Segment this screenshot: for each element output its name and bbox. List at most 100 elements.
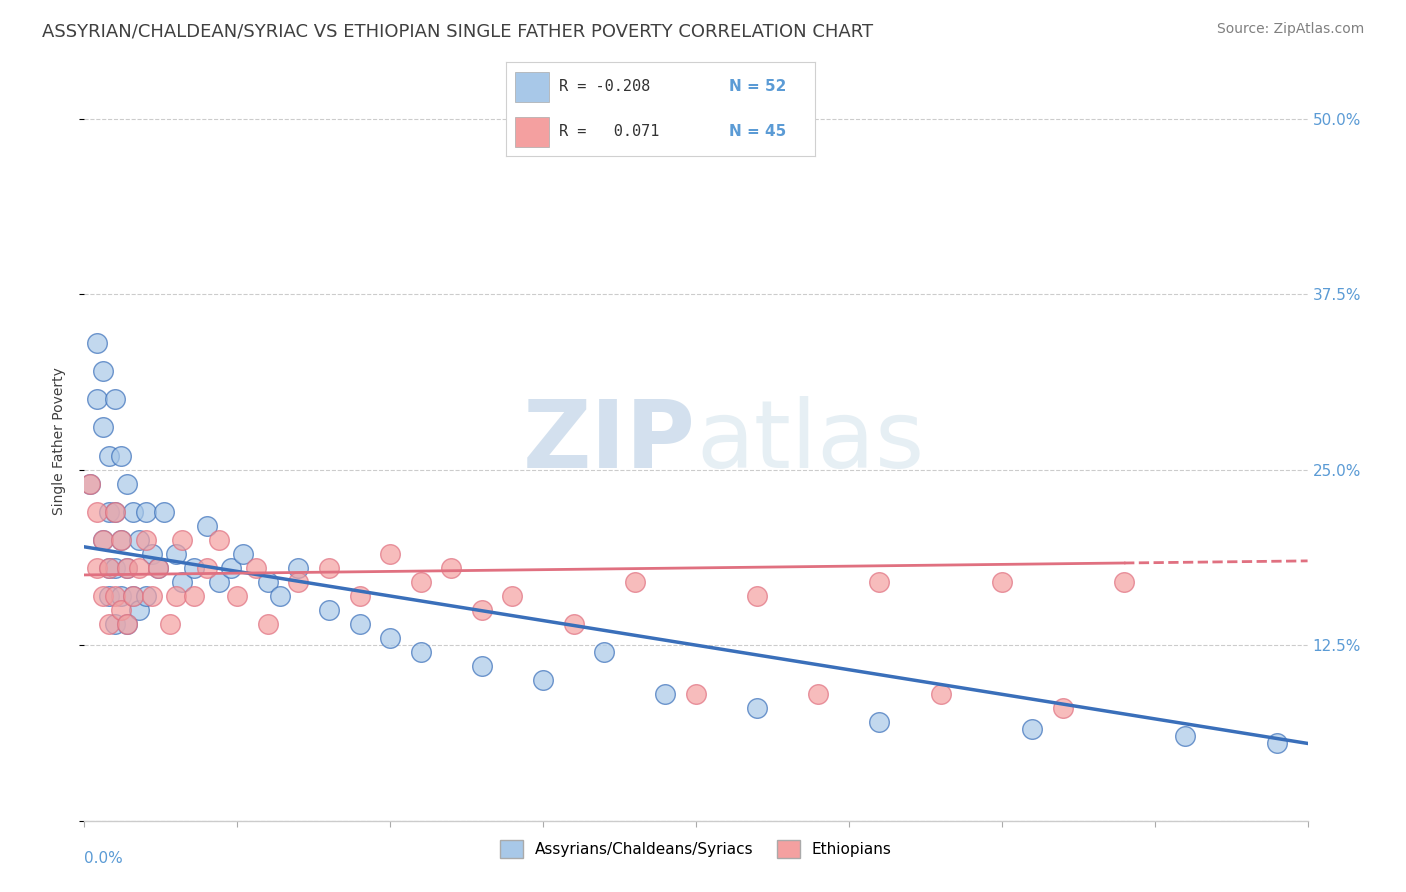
Point (104, 505, 127, 519)
Point (531, 673, 554, 688)
Point (128, 561, 150, 575)
Point (219, 561, 242, 575)
Point (172, 574, 194, 589)
Text: N = 52: N = 52 (728, 79, 786, 95)
Point (869, 715, 891, 730)
Point (146, 561, 169, 575)
Point (318, 603, 340, 617)
Point (115, 476, 138, 491)
Point (97, 449, 120, 463)
Point (269, 589, 291, 603)
Point (502, 589, 524, 603)
Point (471, 659, 494, 673)
Point (172, 533, 194, 547)
Point (318, 561, 340, 575)
Point (110, 533, 132, 547)
Point (165, 547, 187, 561)
Point (110, 603, 132, 617)
Point (208, 574, 231, 589)
Point (135, 533, 157, 547)
Point (110, 533, 132, 547)
Point (97, 589, 120, 603)
Point (1174, 730, 1197, 744)
Point (593, 645, 616, 659)
Point (146, 561, 169, 575)
Bar (516, 117, 550, 147)
Point (287, 561, 309, 575)
Point (747, 701, 769, 715)
Point (654, 687, 676, 701)
Point (110, 589, 132, 603)
Text: atlas: atlas (696, 395, 924, 488)
Point (135, 589, 157, 603)
Point (440, 561, 463, 575)
Point (165, 589, 187, 603)
Point (380, 547, 402, 561)
Text: ASSYRIAN/CHALDEAN/SYRIAC VS ETHIOPIAN SINGLE FATHER POVERTY CORRELATION CHART: ASSYRIAN/CHALDEAN/SYRIAC VS ETHIOPIAN SI… (42, 22, 873, 40)
Point (141, 547, 163, 561)
Point (257, 617, 280, 632)
Text: N = 45: N = 45 (728, 124, 786, 139)
Point (115, 561, 138, 575)
Point (380, 631, 402, 645)
Point (1052, 701, 1074, 715)
Point (141, 589, 163, 603)
Point (183, 589, 205, 603)
Point (257, 574, 280, 589)
Point (79, 476, 101, 491)
Point (409, 645, 432, 659)
Point (869, 574, 891, 589)
Point (1265, 736, 1288, 750)
Point (929, 687, 952, 701)
Legend: Assyrians/Chaldeans/Syriacs, Ethiopians: Assyrians/Chaldeans/Syriacs, Ethiopians (492, 832, 900, 866)
Point (135, 505, 157, 519)
Point (128, 533, 150, 547)
Point (104, 392, 127, 407)
Point (97, 505, 120, 519)
Point (86, 505, 108, 519)
Point (91, 533, 114, 547)
Point (115, 617, 138, 632)
Point (409, 574, 432, 589)
Point (91, 533, 114, 547)
Point (115, 617, 138, 632)
Point (97, 561, 120, 575)
Bar (516, 72, 550, 102)
Point (91, 589, 114, 603)
Point (991, 574, 1014, 589)
Point (115, 561, 138, 575)
Point (97, 561, 120, 575)
Point (685, 687, 707, 701)
Text: ZIP: ZIP (523, 395, 696, 488)
Point (349, 589, 371, 603)
Text: R = -0.208: R = -0.208 (558, 79, 650, 95)
Point (122, 505, 145, 519)
Point (232, 547, 254, 561)
Point (91, 364, 114, 378)
Point (159, 617, 181, 632)
Point (86, 392, 108, 407)
Point (86, 561, 108, 575)
Point (471, 603, 494, 617)
Point (195, 518, 218, 533)
Point (122, 589, 145, 603)
Point (97, 617, 120, 632)
Point (104, 617, 127, 632)
Point (208, 533, 231, 547)
Point (104, 505, 127, 519)
Text: R =   0.071: R = 0.071 (558, 124, 659, 139)
Point (562, 617, 585, 632)
Point (226, 589, 249, 603)
Point (747, 589, 769, 603)
Point (104, 561, 127, 575)
Point (91, 420, 114, 434)
Point (86, 336, 108, 351)
Point (1114, 574, 1136, 589)
Point (153, 505, 176, 519)
Point (287, 574, 309, 589)
Point (624, 574, 647, 589)
Point (79, 476, 101, 491)
Y-axis label: Single Father Poverty: Single Father Poverty (52, 368, 66, 516)
Point (128, 603, 150, 617)
Point (110, 449, 132, 463)
